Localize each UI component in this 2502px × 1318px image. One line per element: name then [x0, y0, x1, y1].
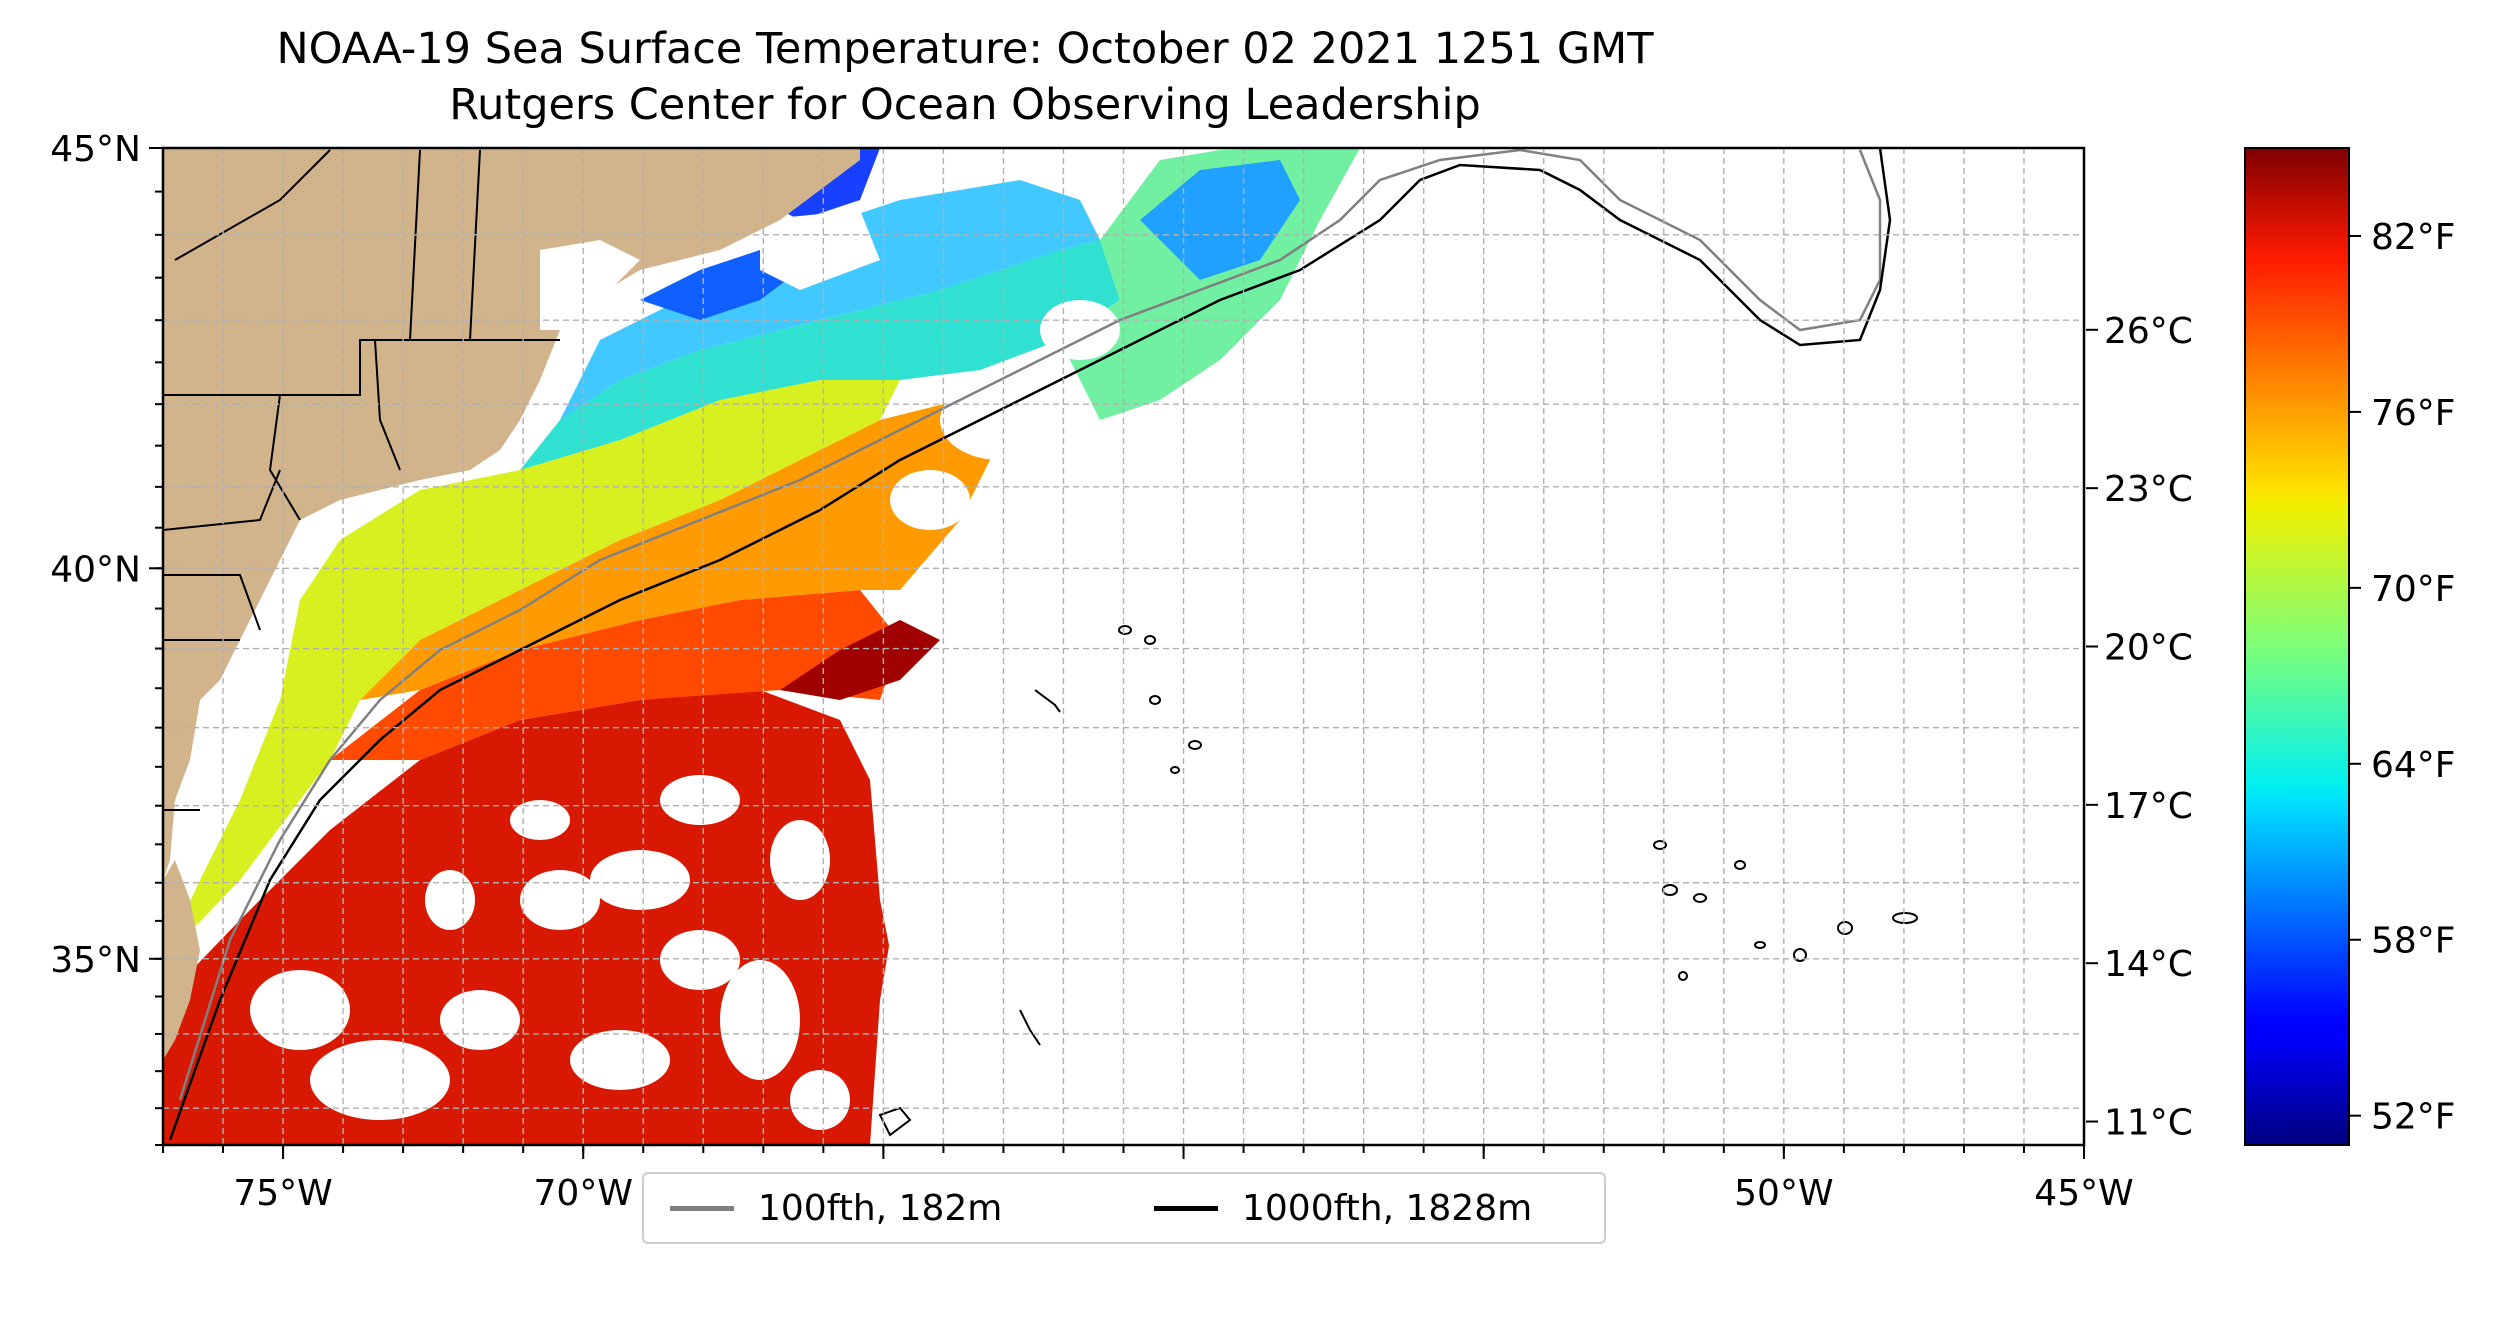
chart-subtitle: Rutgers Center for Ocean Observing Leade…	[449, 80, 1481, 130]
colorbar-celsius-labels: 26°C 23°C 20°C 17°C 14°C 11°C	[2104, 311, 2193, 1144]
legend-label-100fth: 100fth, 182m	[758, 1187, 1003, 1229]
colorbar-label-c: 23°C	[2104, 469, 2193, 510]
legend-entry-1000fth: 1000fth, 1828m	[1154, 1174, 1532, 1242]
sst-gulf-of-maine	[560, 180, 1100, 420]
colorbar-label-c: 14°C	[2104, 944, 2193, 985]
sst-gulf-stream-core	[780, 620, 940, 700]
lat-tick-labels: 45°N 40°N 35°N	[50, 129, 141, 981]
lon-tick-label: 75°W	[233, 1173, 332, 1214]
colorbar-label-c: 11°C	[2104, 1103, 2193, 1144]
lat-tick-label: 40°N	[50, 549, 141, 590]
colorbar-label-c: 26°C	[2104, 311, 2193, 352]
seamount-contours	[878, 625, 1918, 1137]
colorbar-label-c: 17°C	[2104, 786, 2193, 827]
colorbar-label-c: 20°C	[2104, 628, 2193, 669]
colorbar-label-f: 76°F	[2371, 393, 2456, 434]
legend-swatch-1000fth	[1154, 1205, 1218, 1211]
map-gridlines	[162, 147, 2085, 1145]
colorbar	[2244, 147, 2350, 1146]
chart-title: NOAA-19 Sea Surface Temperature: October…	[276, 24, 1654, 74]
colorbar-label-f: 52°F	[2371, 1097, 2456, 1138]
land-virginia-carolina	[163, 860, 200, 1060]
lon-tick-label: 70°W	[534, 1173, 633, 1214]
colorbar-label-f: 70°F	[2371, 569, 2456, 610]
colorbar-fahrenheit-labels: 82°F 76°F 70°F 64°F 58°F 52°F	[2371, 217, 2456, 1138]
lat-tick-label: 35°N	[50, 940, 141, 981]
colorbar-label-f: 58°F	[2371, 921, 2456, 962]
isobath-legend: 100fth, 182m 1000fth, 1828m	[642, 1172, 1606, 1244]
sst-warm-region-2	[330, 590, 900, 760]
legend-swatch-100fth	[670, 1205, 734, 1211]
sst-shelf-cool	[520, 240, 1120, 470]
colorbar-label-f: 64°F	[2371, 745, 2456, 786]
sst-shelf-warm	[163, 380, 900, 960]
colorbar-ticks	[2086, 234, 2361, 1123]
land-cape-cod	[540, 240, 640, 330]
map-ticks	[149, 147, 2085, 1159]
colorbar-label-f: 82°F	[2371, 217, 2456, 258]
isobath-1000fth	[168, 148, 1892, 1141]
lon-tick-label: 45°W	[2034, 1173, 2133, 1214]
sst-north-band-cold	[1140, 160, 1300, 280]
legend-entry-100fth: 100fth, 182m	[670, 1174, 1002, 1242]
isobath-100fth	[178, 148, 1882, 1101]
lon-tick-label: 50°W	[1734, 1173, 1833, 1214]
land-northeast-us	[163, 148, 860, 880]
lat-tick-label: 45°N	[50, 129, 141, 170]
legend-label-1000fth: 1000fth, 1828m	[1242, 1187, 1533, 1229]
land-layer	[163, 148, 860, 1060]
sst-gulf-stream	[360, 400, 1000, 700]
